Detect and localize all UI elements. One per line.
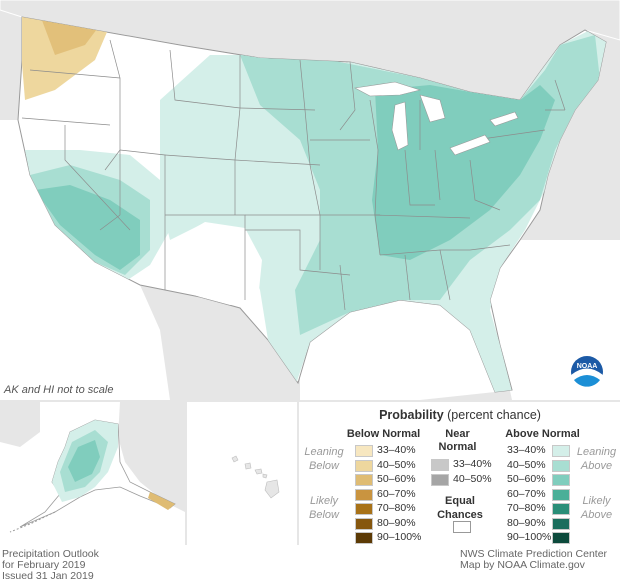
alaska-panhandle-below bbox=[148, 492, 175, 510]
below-range-label: 40–50% bbox=[377, 458, 416, 471]
outlook-period: for February 2019 bbox=[2, 559, 86, 571]
above-swatch bbox=[552, 474, 570, 486]
above-range-label: 40–50% bbox=[507, 458, 546, 471]
below-swatch bbox=[355, 474, 373, 486]
state-borders bbox=[21, 39, 566, 311]
below-swatch bbox=[355, 532, 373, 544]
below-range-label: 70–80% bbox=[377, 502, 416, 514]
alaska-above-50 bbox=[68, 440, 100, 482]
inset-divider-v1 bbox=[185, 402, 187, 545]
above-range-label: 60–70% bbox=[507, 487, 546, 500]
above-range-label: 33–40% bbox=[507, 444, 546, 456]
below-range-label: 33–40% bbox=[377, 444, 416, 456]
near-range-label: 40–50% bbox=[453, 472, 492, 485]
inset-divider-v2 bbox=[297, 402, 299, 545]
below-swatch bbox=[355, 503, 373, 515]
equal-chances-southwest bbox=[165, 222, 262, 305]
legend-title: Probability (percent chance) bbox=[379, 408, 541, 422]
above-swatch bbox=[552, 517, 570, 530]
aleutian-islands bbox=[9, 511, 56, 533]
leaning-below-label: Leaning Below bbox=[304, 446, 344, 472]
noaa-logo-text: NOAA bbox=[577, 363, 598, 370]
above-range-label: 80–90% bbox=[507, 516, 546, 529]
below-normal-header: Below Normal bbox=[346, 428, 421, 440]
above-swatch bbox=[552, 532, 570, 544]
conus-map: NOAA bbox=[0, 0, 620, 400]
russia-land bbox=[0, 402, 40, 447]
below-range-label: 90–100% bbox=[377, 531, 422, 543]
outlook-title: Precipitation Outlook bbox=[2, 548, 99, 560]
likely-below-label: Likely Below bbox=[309, 495, 339, 521]
above-50-california bbox=[35, 185, 140, 270]
below-range-label: 50–60% bbox=[377, 473, 416, 485]
scale-note: AK and HI not to scale bbox=[4, 384, 114, 396]
inset-divider-h bbox=[0, 400, 620, 402]
near-normal-header: Near Normal bbox=[438, 428, 477, 453]
gulf-of-mexico bbox=[300, 300, 495, 400]
mexico-land bbox=[140, 285, 298, 400]
equal-chances-swatch bbox=[453, 521, 471, 533]
below-swatch bbox=[355, 517, 373, 530]
footer-left: Precipitation Outlook for February 2019 … bbox=[2, 549, 99, 582]
issue-date: Issued 31 Jan 2019 bbox=[2, 570, 94, 582]
leaning-above-label: Leaning Above bbox=[576, 446, 617, 472]
above-swatch bbox=[552, 503, 570, 515]
near-swatch bbox=[431, 459, 449, 471]
below-swatch bbox=[355, 445, 373, 457]
equal-chances-label: Equal Chances bbox=[437, 495, 483, 521]
below-swatch bbox=[355, 488, 373, 501]
above-normal-header: Above Normal bbox=[505, 428, 580, 440]
pacific-ocean bbox=[0, 120, 170, 400]
footer-right: NWS Climate Prediction Center Map by NOA… bbox=[460, 549, 618, 571]
alaska-inset bbox=[0, 402, 185, 545]
above-swatch bbox=[552, 445, 570, 457]
great-lakes bbox=[354, 81, 519, 156]
above-range-label: 70–80% bbox=[507, 502, 546, 514]
above-range-label: 90–100% bbox=[507, 531, 552, 543]
above-swatch bbox=[552, 459, 570, 472]
source-credit: NWS Climate Prediction Center bbox=[460, 548, 608, 560]
map-credit: Map by NOAA Climate.gov bbox=[460, 559, 585, 571]
below-swatch bbox=[355, 459, 373, 472]
noaa-logo: NOAA bbox=[571, 356, 603, 391]
below-range-label: 80–90% bbox=[377, 516, 416, 529]
near-range-label: 33–40% bbox=[453, 458, 492, 470]
likely-above-label: Likely Above bbox=[580, 495, 613, 521]
canada-land-ak bbox=[118, 402, 185, 512]
near-swatch bbox=[431, 473, 449, 486]
below-range-label: 60–70% bbox=[377, 487, 416, 500]
above-swatch bbox=[552, 488, 570, 501]
above-range-label: 50–60% bbox=[507, 473, 546, 485]
hawaii-inset bbox=[231, 455, 280, 499]
